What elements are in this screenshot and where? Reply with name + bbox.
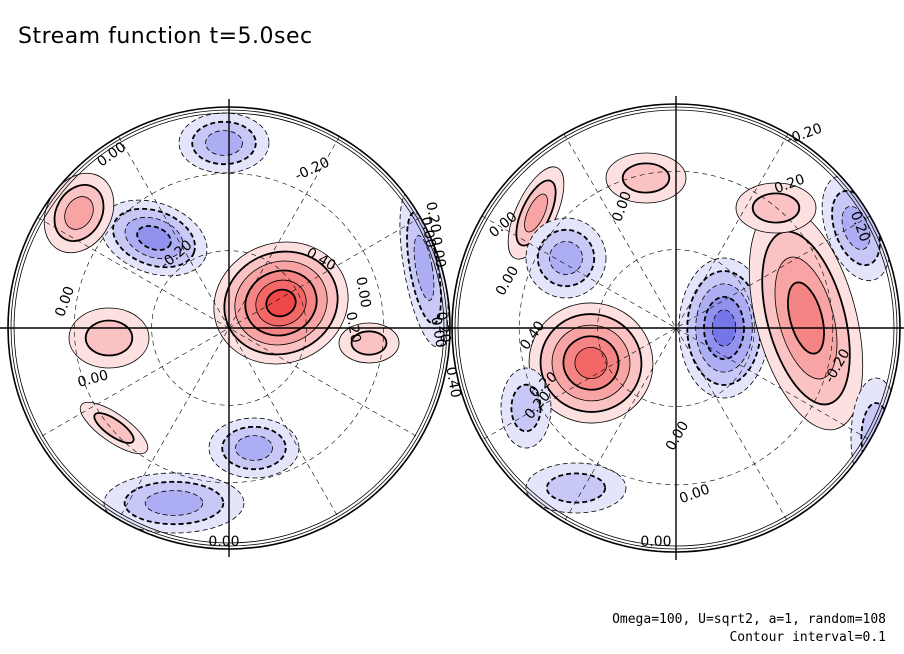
contour-level [93,412,135,444]
positive-anomaly [735,182,817,234]
negative-anomaly [100,199,208,277]
contour-level [621,162,671,194]
negative-anomaly [525,462,627,514]
contour-level [850,377,900,499]
left-hemisphere-panel: 0.00 -0.20-0.20 0.400.000.200.000.000.200.… [0,99,464,557]
contour-label: 0.20 [422,201,443,234]
contour-label: 0.00 [427,236,448,269]
contour-level [860,402,892,474]
contour-level [545,472,607,504]
contour-label: 0.00 [427,316,448,349]
contour-level [265,288,297,318]
negative-anomaly [103,472,245,534]
negative-anomaly [178,112,270,174]
parameters-note: Omega=100, U=sqrt2, a=1, random=108 [612,612,886,627]
graticule-meridian [481,215,871,441]
contour-level [136,225,172,251]
contour-level [64,196,94,230]
contour-level [751,192,801,224]
contour-label: 0.20 [342,311,363,344]
graticule-meridian [563,133,789,523]
hemisphere-boundary [457,109,895,547]
contour-label: 0.00 [352,276,373,309]
positive-anomaly [68,307,150,369]
contour-level [413,235,435,301]
contour-level [84,319,134,357]
positive-anomaly [43,172,115,254]
contour-level [235,435,273,461]
positive-anomaly [528,302,654,424]
right-hemisphere-panel: -0.200.200.000.000.000.200.400.200.200.0… [444,96,904,560]
contour-label: 0.00 [640,534,671,550]
positive-anomaly [748,205,864,431]
hemisphere-boundary [454,106,898,550]
contour-interval-note: Contour interval=0.1 [729,630,886,645]
negative-anomaly [500,367,552,449]
negative-anomaly [525,217,607,299]
positive-anomaly [507,166,565,260]
positive-anomaly [338,322,400,364]
contour-label: 0.00 [208,534,239,550]
contour-label: 0.20 [432,311,453,344]
contour-level [205,130,243,156]
contour-level [787,281,825,355]
chart-title: Stream function t=5.0sec [18,24,313,49]
hemisphere-boundary [451,103,901,553]
graticule-meridian [563,133,789,523]
graticule-meridian [481,215,871,441]
negative-anomaly [208,417,300,479]
negative-anomaly [850,377,900,499]
contour-level [510,383,542,433]
contour-level [549,241,583,275]
contour-level [350,330,388,356]
contour-level [144,490,204,516]
contour-label: 0.00 [417,216,438,249]
positive-anomaly [605,152,687,204]
contour-level [524,193,548,233]
contour-label: 0.00 [76,367,110,391]
positive-anomaly [79,401,149,455]
positive-anomaly [213,241,349,365]
